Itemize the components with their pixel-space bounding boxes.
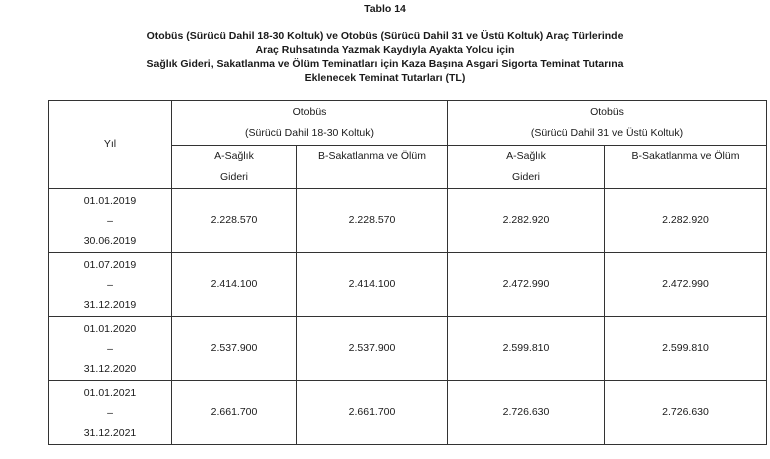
header-group-31-plus: Otobüs (Sürücü Dahil 31 ve Üstü Koltuk) — [447, 100, 767, 146]
header-line: A-Sağlık — [214, 150, 254, 162]
title-line: Sağlık Gideri, Sakatlanma ve Ölüm Temina… — [146, 58, 624, 70]
period-cell: 01.01.2020 – 31.12.2020 — [48, 316, 172, 381]
value-cell: 2.472.990 — [604, 252, 767, 317]
table-row: 01.07.2019 – 31.12.2019 2.414.100 2.414.10… — [48, 252, 767, 317]
period-to: 30.06.2019 — [83, 234, 137, 247]
header-group-line: (Sürücü Dahil 18-30 Koltuk) — [245, 127, 374, 139]
period-cell: 01.01.2019 – 30.06.2019 — [48, 188, 172, 253]
value-cell: 2.599.810 — [447, 316, 605, 381]
header-group-18-30: Otobüs (Sürücü Dahil 18-30 Koltuk) — [171, 100, 448, 146]
header-group-line: Otobüs — [590, 106, 624, 118]
title-line: Otobüs (Sürücü Dahil 18-30 Koltuk) ve Ot… — [146, 30, 624, 42]
header-year: Yıl — [48, 100, 172, 189]
value-cell: 2.726.630 — [447, 380, 605, 445]
period-from: 01.07.2019 — [83, 258, 137, 271]
period-sep: – — [107, 342, 113, 355]
value-cell: 2.537.900 — [296, 316, 448, 381]
table-row: 01.01.2021 – 31.12.2021 2.661.700 2.661.70… — [48, 380, 767, 445]
value-cell: 2.661.700 — [296, 380, 448, 445]
period-sep: – — [107, 278, 113, 291]
value-cell: 2.472.990 — [447, 252, 605, 317]
period-sep: – — [107, 406, 113, 419]
value-cell: 2.661.700 — [171, 380, 297, 445]
header-a-health: A-Sağlık Gideri — [447, 145, 605, 189]
value-cell: 2.414.100 — [296, 252, 448, 317]
header-group-line: (Sürücü Dahil 31 ve Üstü Koltuk) — [530, 127, 684, 139]
period-from: 01.01.2020 — [83, 322, 137, 335]
header-line: Gideri — [219, 171, 248, 183]
table-row: 01.01.2020 – 31.12.2020 2.537.900 2.537.90… — [48, 316, 767, 381]
period-cell: 01.01.2021 – 31.12.2021 — [48, 380, 172, 445]
value-cell: 2.537.900 — [171, 316, 297, 381]
value-cell: 2.282.920 — [447, 188, 605, 253]
header-line: Gideri — [511, 171, 540, 183]
value-cell: 2.599.810 — [604, 316, 767, 381]
period-from: 01.01.2019 — [83, 194, 137, 207]
period-to: 31.12.2019 — [83, 298, 137, 311]
title-line: Eklenecek Teminat Tutarları (TL) — [304, 72, 466, 84]
title-line: Araç Ruhsatında Yazmak Kaydıyla Ayakta Y… — [255, 44, 515, 56]
period-cell: 01.07.2019 – 31.12.2019 — [48, 252, 172, 317]
header-a-health: A-Sağlık Gideri — [171, 145, 297, 189]
header-b-disability: B-Sakatlanma ve Ölüm — [604, 145, 767, 189]
period-to: 31.12.2021 — [83, 426, 137, 439]
table-label: Tablo 14 — [364, 3, 406, 15]
table-row: 01.01.2019 – 30.06.2019 2.228.570 2.228.57… — [48, 188, 767, 253]
value-cell: 2.726.630 — [604, 380, 767, 445]
insurance-table: Yıl Otobüs (Sürücü Dahil 18-30 Koltuk) O… — [48, 100, 767, 445]
period-to: 31.12.2020 — [83, 362, 137, 375]
value-cell: 2.282.920 — [604, 188, 767, 253]
header-line: A-Sağlık — [506, 150, 546, 162]
value-cell: 2.414.100 — [171, 252, 297, 317]
period-from: 01.01.2021 — [83, 386, 137, 399]
header-b-disability: B-Sakatlanma ve Ölüm — [296, 145, 448, 189]
period-sep: – — [107, 214, 113, 227]
value-cell: 2.228.570 — [171, 188, 297, 253]
header-group-line: Otobüs — [292, 106, 327, 118]
value-cell: 2.228.570 — [296, 188, 448, 253]
